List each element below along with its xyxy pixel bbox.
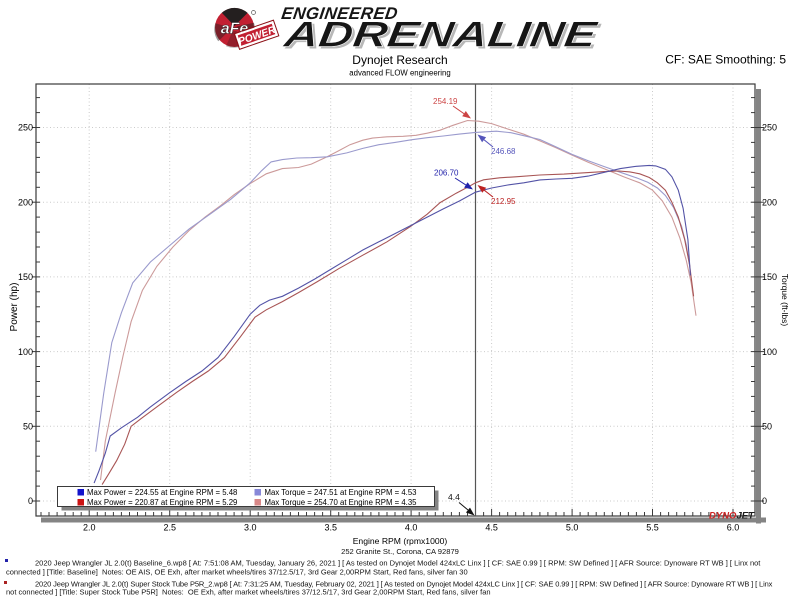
svg-text:not connected ] [Title: Super: not connected ] [Title: Super Stock Tube… (6, 588, 491, 597)
svg-text:254.19: 254.19 (433, 97, 458, 106)
svg-text:212.95: 212.95 (491, 197, 516, 206)
svg-text:4.4: 4.4 (448, 492, 460, 502)
svg-text:3.0: 3.0 (244, 523, 257, 533)
svg-text:0: 0 (762, 496, 767, 506)
svg-text:200: 200 (18, 197, 33, 207)
svg-text:CF: SAE Smoothing: 5: CF: SAE Smoothing: 5 (665, 53, 786, 67)
svg-text:4.0: 4.0 (405, 523, 418, 533)
svg-text:2020 Jeep Wrangler JL 2.0(t) B: 2020 Jeep Wrangler JL 2.0(t) Baseline_6.… (35, 559, 761, 568)
svg-text:50: 50 (23, 422, 33, 432)
svg-text:ENGINEERED: ENGINEERED (280, 4, 399, 23)
svg-text:2.0: 2.0 (83, 523, 96, 533)
svg-text:Dynojet Research: Dynojet Research (352, 53, 447, 67)
svg-text:Max Power = 220.87 at Engine R: Max Power = 220.87 at Engine RPM = 5.29 (87, 498, 237, 507)
svg-text:ADRENALINE: ADRENALINE (281, 14, 601, 54)
svg-text:100: 100 (762, 347, 777, 357)
svg-text:2020 Jeep Wrangler JL 2.0(t) S: 2020 Jeep Wrangler JL 2.0(t) Super Stock… (35, 580, 773, 589)
svg-text:5.5: 5.5 (646, 523, 659, 533)
svg-text:206.70: 206.70 (434, 169, 459, 178)
svg-text:Engine RPM (rpmx1000): Engine RPM (rpmx1000) (353, 536, 448, 546)
svg-text:0: 0 (28, 496, 33, 506)
svg-text:50: 50 (762, 422, 772, 432)
svg-text:200: 200 (762, 197, 777, 207)
svg-text:Max Torque = 247.51 at Engine: Max Torque = 247.51 at Engine RPM = 4.53 (265, 488, 417, 497)
svg-text:advanced FLOW engineering: advanced FLOW engineering (349, 69, 450, 78)
svg-text:250: 250 (762, 123, 777, 133)
svg-text:4.5: 4.5 (485, 523, 498, 533)
svg-text:250: 250 (18, 123, 33, 133)
svg-text:2.5: 2.5 (163, 523, 176, 533)
svg-text:Torque (ft-lbs): Torque (ft-lbs) (780, 274, 790, 327)
svg-text:5.0: 5.0 (566, 523, 579, 533)
svg-text:6.0: 6.0 (727, 523, 740, 533)
svg-text:DYNOJET: DYNOJET (709, 511, 755, 522)
svg-text:3.5: 3.5 (324, 523, 337, 533)
svg-text:connected ] [Title: Baseline]: connected ] [Title: Baseline] Notes: OE … (6, 568, 468, 577)
svg-text:100: 100 (18, 347, 33, 357)
svg-text:150: 150 (18, 272, 33, 282)
svg-text:252 Granite St., Corona, CA 92: 252 Granite St., Corona, CA 92879 (341, 547, 459, 556)
svg-text:Power (hp): Power (hp) (9, 283, 20, 332)
svg-text:ADRENALINE: ADRENALINE (283, 16, 603, 56)
svg-text:Max Torque = 254.70 at Engine: Max Torque = 254.70 at Engine RPM = 4.35 (265, 498, 418, 507)
svg-text:Max Power = 224.55 at Engine R: Max Power = 224.55 at Engine RPM = 5.48 (87, 488, 237, 497)
svg-text:150: 150 (762, 272, 777, 282)
svg-text:246.68: 246.68 (491, 147, 516, 156)
